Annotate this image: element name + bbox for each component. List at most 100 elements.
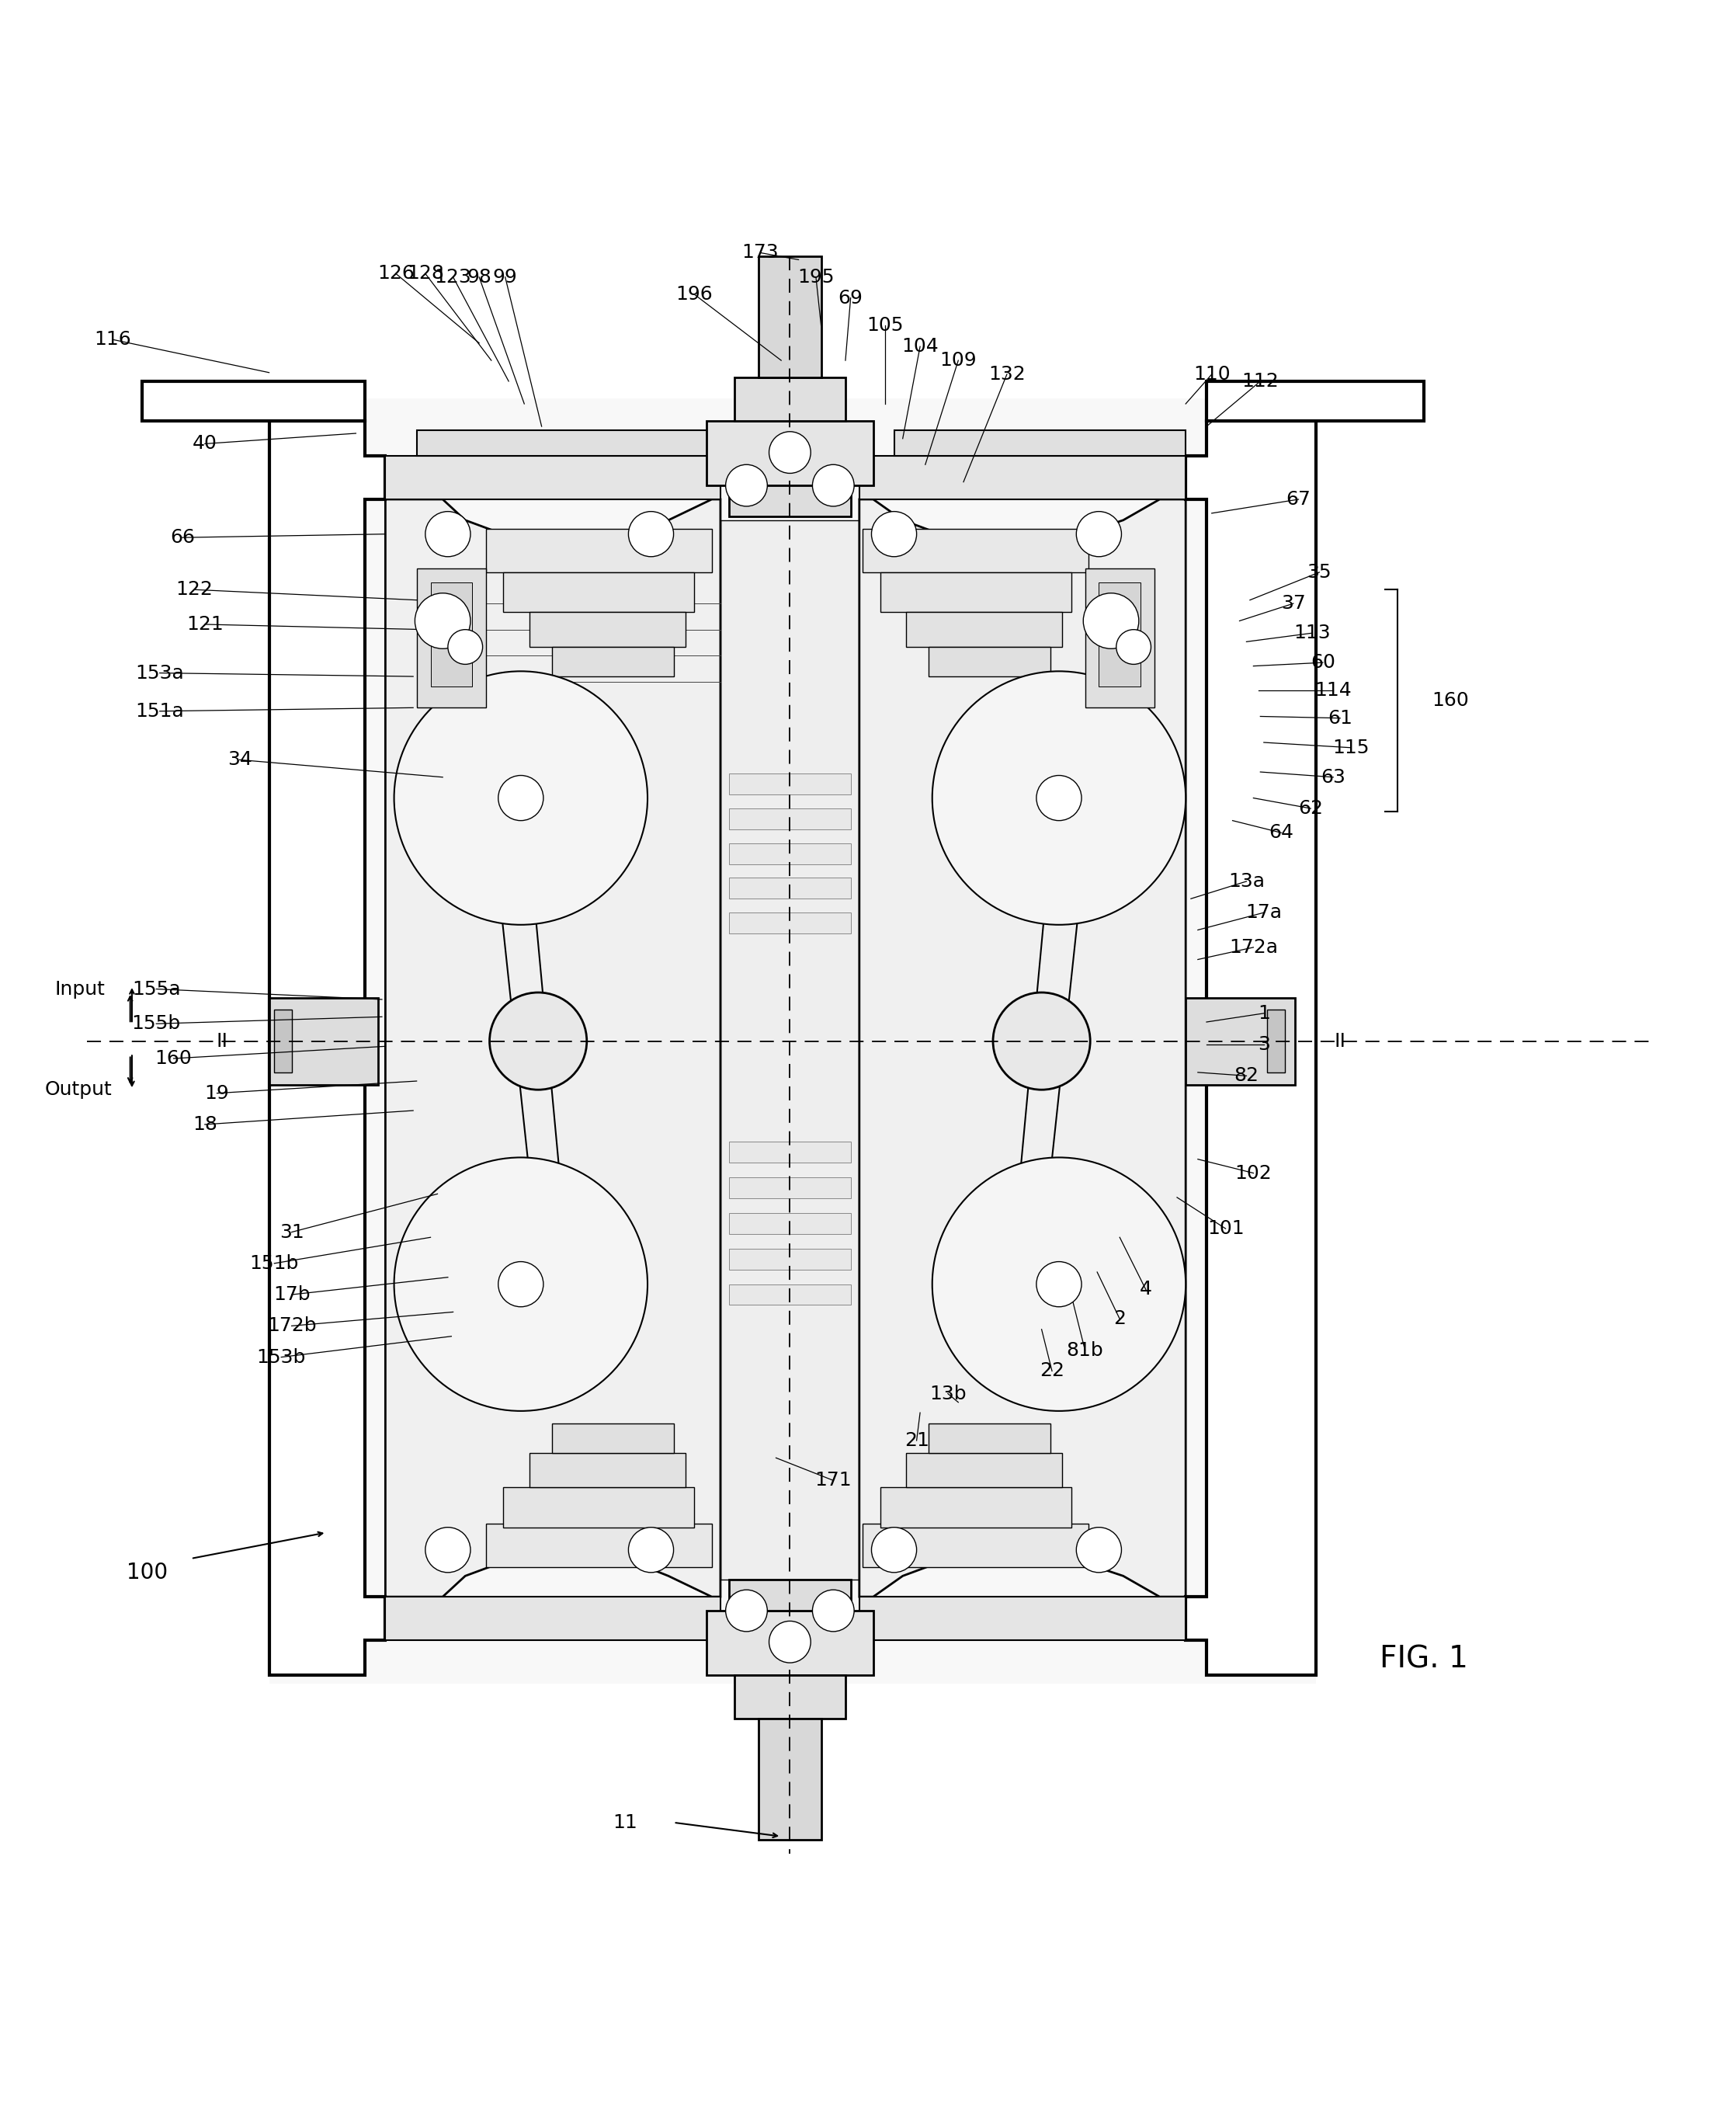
Bar <box>729 1285 851 1306</box>
Text: 153b: 153b <box>257 1348 306 1367</box>
Bar <box>859 1597 1186 1639</box>
Text: 121: 121 <box>186 614 224 633</box>
Bar <box>385 456 720 500</box>
Bar <box>759 255 821 378</box>
Text: 122: 122 <box>175 580 214 599</box>
Text: 171: 171 <box>814 1471 852 1490</box>
Text: 67: 67 <box>1286 490 1311 509</box>
Text: 172a: 172a <box>1229 939 1278 956</box>
Text: 63: 63 <box>1321 768 1345 787</box>
Circle shape <box>1036 1262 1082 1306</box>
Text: 61: 61 <box>1328 709 1352 728</box>
Text: Input: Input <box>54 979 106 998</box>
Bar <box>1186 998 1295 1085</box>
Bar <box>417 430 790 456</box>
Text: 34: 34 <box>227 751 252 770</box>
Bar <box>552 1422 674 1452</box>
Bar <box>729 878 851 899</box>
Text: 100: 100 <box>127 1561 168 1582</box>
Circle shape <box>498 1262 543 1306</box>
Text: 155b: 155b <box>132 1015 181 1034</box>
Circle shape <box>932 671 1186 924</box>
Text: 126: 126 <box>377 264 415 283</box>
Bar <box>529 1452 686 1488</box>
Text: 132: 132 <box>988 365 1026 384</box>
Text: II: II <box>217 1032 227 1051</box>
Bar <box>552 648 674 677</box>
Circle shape <box>490 992 587 1089</box>
Polygon shape <box>859 500 1186 1597</box>
Bar <box>529 612 686 648</box>
Text: 64: 64 <box>1269 823 1293 842</box>
Text: 13b: 13b <box>929 1384 967 1403</box>
Circle shape <box>769 433 811 473</box>
Text: 81b: 81b <box>1066 1340 1104 1359</box>
Text: 17a: 17a <box>1245 903 1283 922</box>
Bar <box>880 572 1071 612</box>
Text: 19: 19 <box>205 1085 229 1104</box>
Text: 104: 104 <box>901 338 939 357</box>
Polygon shape <box>385 500 720 1597</box>
Circle shape <box>871 511 917 557</box>
Text: 128: 128 <box>406 264 444 283</box>
Text: 110: 110 <box>1193 365 1231 384</box>
Text: 60: 60 <box>1311 654 1335 671</box>
Circle shape <box>394 1158 648 1412</box>
Bar <box>894 430 1186 456</box>
Text: FIG. 1: FIG. 1 <box>1380 1644 1467 1673</box>
Bar <box>729 844 851 863</box>
Text: 123: 123 <box>434 268 472 287</box>
Bar <box>729 808 851 829</box>
Text: 31: 31 <box>279 1224 304 1241</box>
Text: 35: 35 <box>1307 563 1332 582</box>
Bar <box>729 1142 851 1163</box>
Bar <box>759 1718 821 1840</box>
Circle shape <box>448 629 483 665</box>
Text: 173: 173 <box>741 243 779 262</box>
Bar <box>729 1580 851 1610</box>
Circle shape <box>425 511 470 557</box>
Bar <box>431 582 472 688</box>
Text: 13a: 13a <box>1227 871 1266 890</box>
Bar <box>486 1523 712 1568</box>
Circle shape <box>1036 776 1082 821</box>
Circle shape <box>394 671 648 924</box>
Text: 105: 105 <box>866 316 904 335</box>
Text: Output: Output <box>45 1080 111 1099</box>
Text: 40: 40 <box>193 435 217 454</box>
Bar <box>417 570 486 707</box>
Polygon shape <box>269 399 1316 1684</box>
Text: 160: 160 <box>1432 692 1469 711</box>
Circle shape <box>498 776 543 821</box>
Text: 69: 69 <box>838 289 863 308</box>
Text: 2: 2 <box>1113 1310 1127 1329</box>
Text: 101: 101 <box>1207 1220 1245 1239</box>
Text: 22: 22 <box>1040 1361 1064 1380</box>
Text: 4: 4 <box>1139 1281 1153 1300</box>
Bar <box>269 998 378 1085</box>
Bar <box>729 774 851 795</box>
Circle shape <box>1076 511 1121 557</box>
Bar <box>1099 582 1141 688</box>
Bar <box>906 1452 1062 1488</box>
Circle shape <box>425 1528 470 1572</box>
Text: 3: 3 <box>1257 1036 1271 1053</box>
Bar <box>274 1011 292 1072</box>
Circle shape <box>628 1528 674 1572</box>
Circle shape <box>726 464 767 506</box>
Text: 115: 115 <box>1332 738 1370 757</box>
Text: 62: 62 <box>1299 800 1323 819</box>
Text: 1: 1 <box>1257 1004 1271 1023</box>
Circle shape <box>726 1589 767 1631</box>
Circle shape <box>415 593 470 648</box>
Text: 116: 116 <box>94 331 132 348</box>
Bar <box>503 572 694 612</box>
Text: 82: 82 <box>1234 1066 1259 1085</box>
Circle shape <box>1076 1528 1121 1572</box>
Text: 18: 18 <box>193 1116 217 1133</box>
Bar <box>720 521 859 1580</box>
Text: 102: 102 <box>1234 1165 1272 1182</box>
Text: 109: 109 <box>939 350 977 369</box>
Circle shape <box>993 992 1090 1089</box>
Text: 172b: 172b <box>267 1317 316 1336</box>
